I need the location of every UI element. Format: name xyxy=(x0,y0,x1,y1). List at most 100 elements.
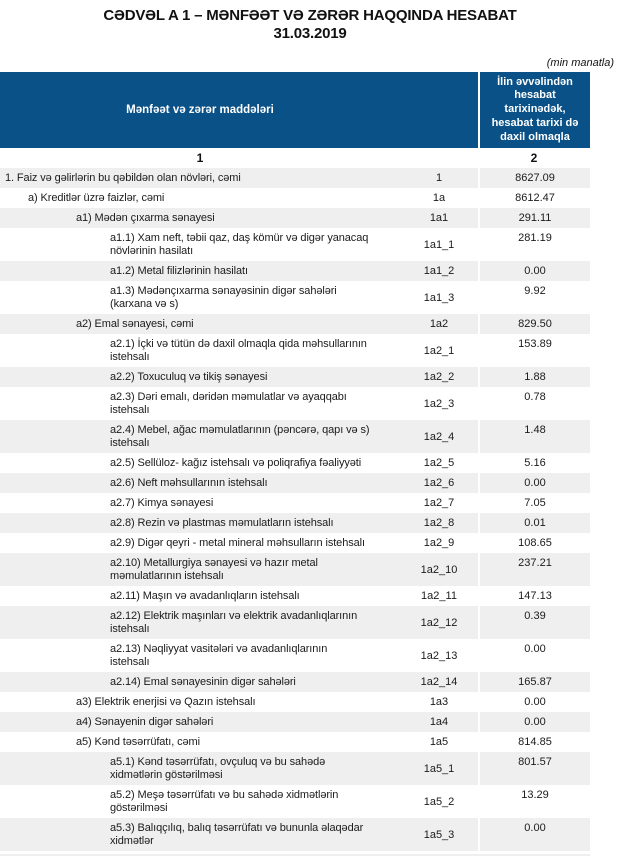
table-row: a) Kreditlər üzrə faizlər, cəmi 1a 8612.… xyxy=(0,188,590,208)
row-value: 5.16 xyxy=(478,453,590,473)
row-label: a5.3) Balıqçılıq, balıq təsərrüfatı və b… xyxy=(110,821,364,847)
row-code: 1 xyxy=(435,172,443,184)
row-value: 0.78 xyxy=(478,387,590,420)
row-label-cell: a1.2) Metal filizlərinin hasilatı xyxy=(0,261,400,281)
row-value: 108.65 xyxy=(478,533,590,553)
row-code: 1a2_4 xyxy=(423,430,455,443)
table-row: a3) Elektrik enerjisi və Qazın istehsalı… xyxy=(0,692,590,712)
unit-note: (min manatla) xyxy=(546,57,614,69)
table-row: 1. Faiz və gəlirlərin bu qəbildən olan n… xyxy=(0,168,590,188)
row-label: a2.3) Dəri emalı, dəridən məmulatlar və … xyxy=(110,390,347,416)
header-period-cell: İlin əvvəlindən hesabat tarixinədək, hes… xyxy=(478,72,590,148)
row-label: a5.2) Meşə təsərrüfatı və bu sahədə xidm… xyxy=(110,788,339,814)
row-label: 1. Faiz və gəlirlərin bu qəbildən olan n… xyxy=(5,171,241,184)
row-label: a1) Mədən çıxarma sənayesi xyxy=(76,211,215,224)
table-row: a1) Mədən çıxarma sənayesi 1a1 291.11 xyxy=(0,208,590,228)
table-row: a2.9) Digər qeyri - metal mineral məhsul… xyxy=(0,533,590,553)
row-label-cell: 1. Faiz və gəlirlərin bu qəbildən olan n… xyxy=(0,168,400,188)
row-code: 1a2_12 xyxy=(420,616,458,629)
row-value: 237.21 xyxy=(478,553,590,586)
row-value: 0.00 xyxy=(478,692,590,712)
row-label-cell: a2.6) Neft məhsullarının istehsalı xyxy=(0,473,400,493)
row-value: 9.92 xyxy=(478,281,590,314)
next-row-sliver xyxy=(0,854,590,856)
table-row: a2.12) Elektrik maşınları və elektrik av… xyxy=(0,606,590,639)
row-value: 281.19 xyxy=(478,228,590,261)
table-row: a2) Emal sənayesi, cəmi 1a2 829.50 xyxy=(0,314,590,334)
row-value: 814.85 xyxy=(478,732,590,752)
table-row: a2.5) Sellüloz- kağız istehsalı və poliq… xyxy=(0,453,590,473)
report-title-line1: CƏDVƏL A 1 – MƏNFƏƏT VƏ ZƏRƏR HAQQINDA H… xyxy=(103,7,517,24)
row-label: a2.14) Emal sənayesinin digər sahələri xyxy=(110,675,296,688)
row-value: 829.50 xyxy=(478,314,590,334)
table-row: a2.6) Neft məhsullarının istehsalı 1a2_6… xyxy=(0,473,590,493)
table-row: a2.3) Dəri emalı, dəridən məmulatlar və … xyxy=(0,387,590,420)
row-label-cell: a2.9) Digər qeyri - metal mineral məhsul… xyxy=(0,533,400,553)
row-value: 291.11 xyxy=(478,208,590,228)
row-label-cell: a2.11) Maşın və avadanlıqların istehsalı xyxy=(0,586,400,606)
row-label: a2.13) Nəqliyyat vasitələri və avadanlıq… xyxy=(110,642,328,668)
row-value: 1.48 xyxy=(478,420,590,453)
row-label: a2.12) Elektrik maşınları və elektrik av… xyxy=(110,609,358,635)
column-number-1: 1 xyxy=(196,151,204,165)
row-label-cell: a5) Kənd təsərrüfatı, cəmi xyxy=(0,732,400,752)
row-label-cell: a2.3) Dəri emalı, dəridən məmulatlar və … xyxy=(0,387,400,420)
column-number-row: 1 2 xyxy=(0,148,590,168)
row-code: 1a2_5 xyxy=(423,457,455,469)
row-code: 1a5 xyxy=(429,736,449,748)
row-code: 1a2_8 xyxy=(423,517,455,529)
table-row: a2.1) İçki və tütün də daxil olmaqla qid… xyxy=(0,334,590,367)
row-label: a1.3) Mədənçıxarma sənayəsinin digər sah… xyxy=(110,284,337,310)
table-row: a2.7) Kimya sənayesi 1a2_7 7.05 xyxy=(0,493,590,513)
row-label-cell: a) Kreditlər üzrə faizlər, cəmi xyxy=(0,188,400,208)
row-label-cell: a2) Emal sənayesi, cəmi xyxy=(0,314,400,334)
row-label: a1.1) Xam neft, təbii qaz, daş kömür və … xyxy=(110,231,369,257)
table-row: a2.2) Toxuculuq və tikiş sənayesi 1a2_2 … xyxy=(0,367,590,387)
profit-loss-table: Mənfəət və zərər maddələri İlin əvvəlind… xyxy=(0,72,590,856)
row-code: 1a1_3 xyxy=(423,291,455,304)
row-code: 1a4 xyxy=(429,716,449,728)
row-label-cell: a4) Sənayenin digər sahələri xyxy=(0,712,400,732)
row-label: a4) Sənayenin digər sahələri xyxy=(76,715,214,728)
table-row: a2.13) Nəqliyyat vasitələri və avadanlıq… xyxy=(0,639,590,672)
table-row: a2.10) Metallurgiya sənayesi və hazır me… xyxy=(0,553,590,586)
row-code: 1a2_11 xyxy=(421,590,457,602)
row-code: 1a2 xyxy=(429,318,449,330)
row-value: 165.87 xyxy=(478,672,590,692)
table-header-row: Mənfəət və zərər maddələri İlin əvvəlind… xyxy=(0,72,590,148)
report-date: 31.03.2019 xyxy=(273,25,347,42)
row-label-cell: a2.8) Rezin və plastmas məmulatların ist… xyxy=(0,513,400,533)
row-label: a2.10) Metallurgiya sənayesi və hazır me… xyxy=(110,556,318,582)
row-label: a5.1) Kənd təsərrüfatı, ovçuluq və bu sa… xyxy=(110,755,326,781)
row-code: 1a2_6 xyxy=(423,477,455,489)
row-label-cell: a2.5) Sellüloz- kağız istehsalı və poliq… xyxy=(0,453,400,473)
row-label: a2.2) Toxuculuq və tikiş sənayesi xyxy=(110,370,268,383)
row-label-cell: a5.2) Meşə təsərrüfatı və bu sahədə xidm… xyxy=(0,785,400,818)
row-label-cell: a2.10) Metallurgiya sənayesi və hazır me… xyxy=(0,553,400,586)
row-code: 1a3 xyxy=(429,696,449,708)
row-label-cell: a2.1) İçki və tütün də daxil olmaqla qid… xyxy=(0,334,400,367)
row-code: 1a xyxy=(432,192,446,204)
table-row: a2.8) Rezin və plastmas məmulatların ist… xyxy=(0,513,590,533)
report-title: CƏDVƏL A 1 – MƏNFƏƏT VƏ ZƏRƏR HAQQINDA H… xyxy=(0,7,620,43)
table-row: a2.4) Mebel, ağac məmulatlarının (pəncər… xyxy=(0,420,590,453)
row-label: a2.9) Digər qeyri - metal mineral məhsul… xyxy=(110,536,365,549)
table-row: a5.3) Balıqçılıq, balıq təsərrüfatı və b… xyxy=(0,818,590,851)
row-label-cell: a1.3) Mədənçıxarma sənayəsinin digər sah… xyxy=(0,281,400,314)
row-label: a2.6) Neft məhsullarının istehsalı xyxy=(110,476,268,489)
row-label: a2.11) Maşın və avadanlıqların istehsalı xyxy=(110,589,300,602)
row-label: a3) Elektrik enerjisi və Qazın istehsalı xyxy=(76,695,256,708)
row-label-cell: a2.7) Kimya sənayesi xyxy=(0,493,400,513)
row-value: 0.00 xyxy=(478,473,590,493)
row-code: 1a2_9 xyxy=(423,537,455,549)
row-label: a2.7) Kimya sənayesi xyxy=(110,496,214,509)
row-label: a2.5) Sellüloz- kağız istehsalı və poliq… xyxy=(110,456,362,469)
row-label-cell: a2.4) Mebel, ağac məmulatlarının (pəncər… xyxy=(0,420,400,453)
table-row: a2.14) Emal sənayesinin digər sahələri 1… xyxy=(0,672,590,692)
row-label: a2) Emal sənayesi, cəmi xyxy=(76,317,194,330)
table-row: a4) Sənayenin digər sahələri 1a4 0.00 xyxy=(0,712,590,732)
row-code: 1a2_10 xyxy=(420,563,458,576)
row-label: a) Kreditlər üzrə faizlər, cəmi xyxy=(28,191,165,204)
row-label: a5) Kənd təsərrüfatı, cəmi xyxy=(76,735,200,748)
column-number-2: 2 xyxy=(530,151,538,165)
